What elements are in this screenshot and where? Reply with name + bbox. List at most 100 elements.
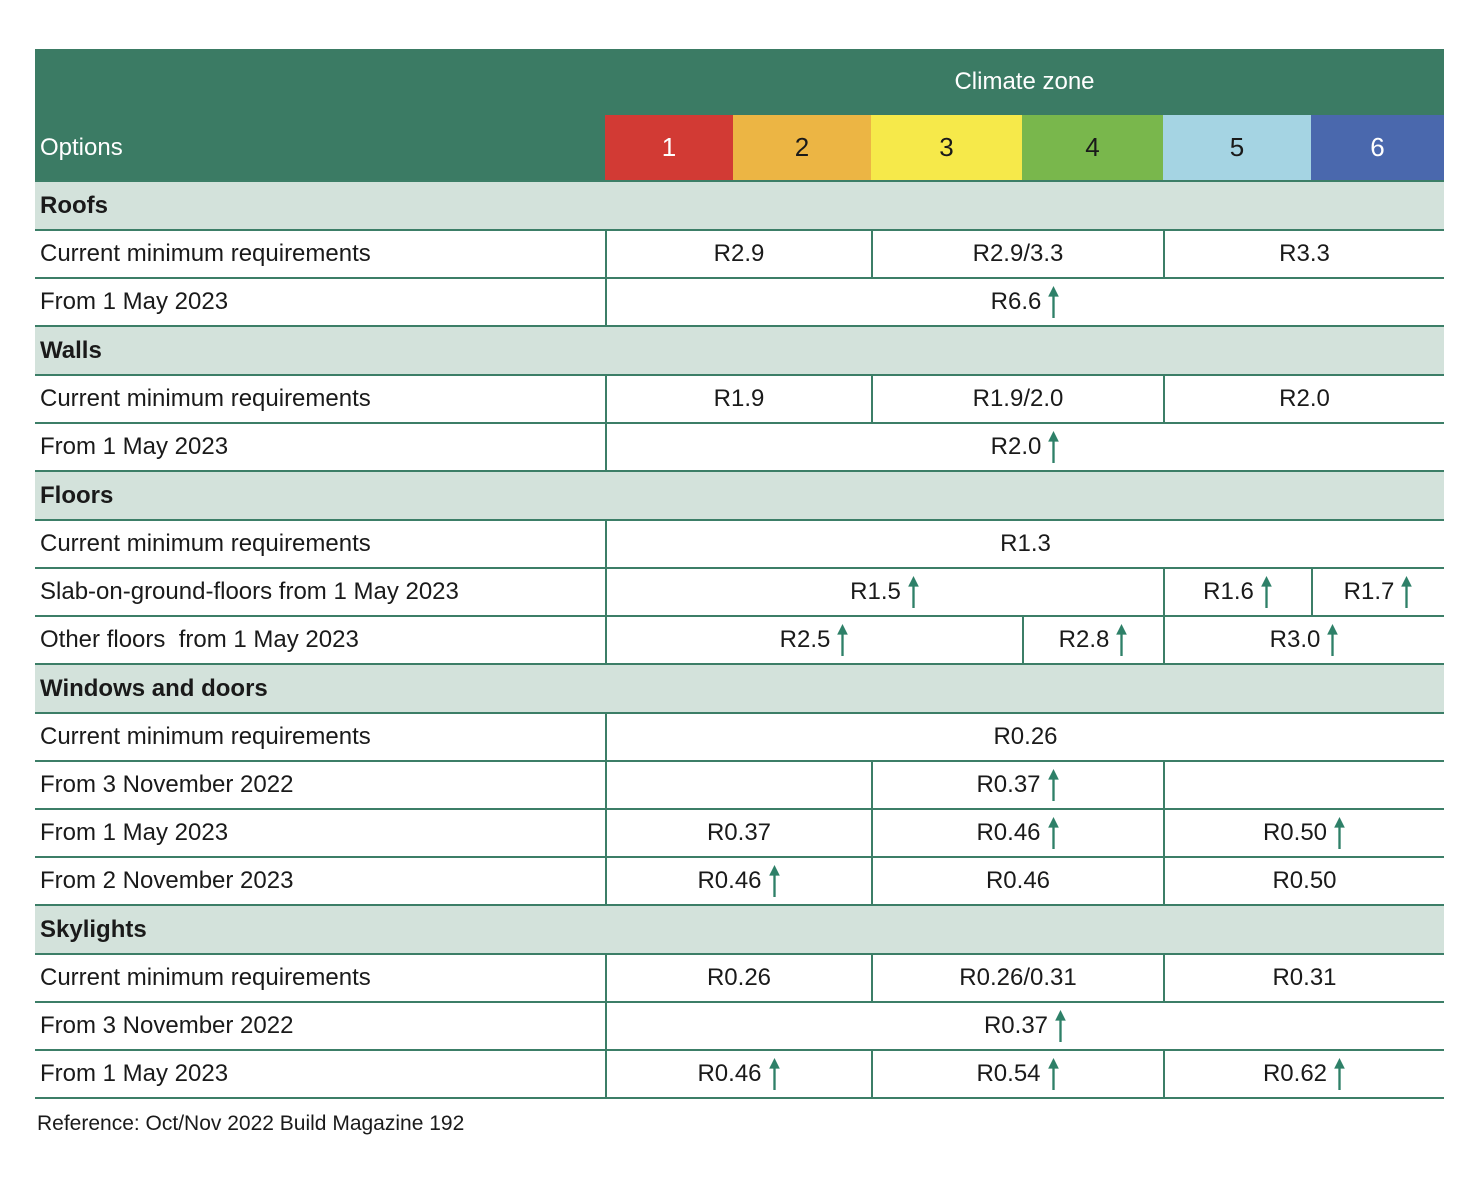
table-row: From 1 May 2023 R0.37 R0.46 R0.50 xyxy=(35,808,1444,856)
value-cell: R1.9 xyxy=(605,376,871,422)
r-value: R1.3 xyxy=(1000,530,1051,557)
r-value: R0.62 xyxy=(1262,1060,1328,1087)
r-value: R1.9 xyxy=(713,385,765,412)
r-value: R1.9/2.0 xyxy=(972,385,1064,412)
value-cell: R0.37 xyxy=(605,810,871,856)
increase-arrow-icon xyxy=(768,1058,780,1090)
value-cell: R3.0 xyxy=(1163,617,1444,663)
r-value: R2.5 xyxy=(779,626,831,653)
value-cell: R0.54 xyxy=(871,1051,1163,1097)
r-value: R6.6 xyxy=(990,288,1042,315)
r-value: R0.46 xyxy=(976,819,1041,846)
increase-arrow-icon xyxy=(837,624,849,656)
value-cell: R1.3 xyxy=(605,521,1444,567)
value-cell: R2.8 xyxy=(1022,617,1163,663)
value-cell: R0.46 xyxy=(605,858,871,904)
table-row: Current minimum requirements R1.3 xyxy=(35,519,1444,567)
section-header-walls: Walls xyxy=(35,325,1444,374)
table-row: Other floors from 1 May 2023 R2.5 R2.8 R3.0 xyxy=(35,615,1444,663)
value-cell: R0.50 xyxy=(1163,858,1444,904)
table-row: From 2 November 2023 R0.46 R0.46 R0.50 xyxy=(35,856,1444,904)
section-header-windows-and-doors: Windows and doors xyxy=(35,663,1444,712)
row-label: From 3 November 2022 xyxy=(40,1012,294,1039)
r-value: R2.9/3.3 xyxy=(972,240,1064,267)
section-title: Floors xyxy=(40,481,114,509)
r-value: R3.0 xyxy=(1269,626,1321,653)
value-cell: R0.46 xyxy=(605,1051,871,1097)
value-cell: R2.0 xyxy=(1163,376,1444,422)
increase-arrow-icon xyxy=(1116,624,1128,656)
row-label: From 1 May 2023 xyxy=(40,433,229,460)
reference-note: Reference: Oct/Nov 2022 Build Magazine 1… xyxy=(37,1112,465,1135)
increase-arrow-icon xyxy=(1047,817,1059,849)
row-label: Other floors from 1 May 2023 xyxy=(40,626,359,653)
value-cell: R1.6 xyxy=(1163,569,1311,615)
table-row: From 1 May 2023 R2.0 xyxy=(35,422,1444,470)
table-row: Current minimum requirements R1.9 R1.9/2.0… xyxy=(35,374,1444,422)
row-label: Current minimum requirements xyxy=(40,240,371,267)
climate-zone-5: 5 xyxy=(1163,115,1311,180)
table-row: Slab-on-ground-floors from 1 May 2023 R1.… xyxy=(35,567,1444,615)
table-row: From 1 May 2023 R0.46 R0.54 R0.62 xyxy=(35,1049,1444,1097)
r-value: R0.46 xyxy=(697,867,762,894)
increase-arrow-icon xyxy=(768,865,780,897)
r-value: R0.54 xyxy=(976,1060,1041,1087)
increase-arrow-icon xyxy=(1048,286,1060,318)
increase-arrow-icon xyxy=(1048,431,1060,463)
r-value: R0.31 xyxy=(1272,964,1337,991)
r-value: R2.0 xyxy=(990,433,1042,460)
value-cell: R1.9/2.0 xyxy=(871,376,1163,422)
value-cell xyxy=(1163,762,1444,808)
section-header-floors: Floors xyxy=(35,470,1444,519)
table-row: From 3 November 2022 R0.37 xyxy=(35,1001,1444,1049)
value-cell: R6.6 xyxy=(605,279,1444,325)
value-cell: R0.50 xyxy=(1163,810,1444,856)
r-value: R1.6 xyxy=(1203,578,1254,605)
row-label: From 1 May 2023 xyxy=(40,1060,229,1087)
table-row: Current minimum requirements R0.26 xyxy=(35,712,1444,760)
increase-arrow-icon xyxy=(1261,576,1272,608)
increase-arrow-icon xyxy=(1401,576,1413,608)
row-label: Slab-on-ground-floors from 1 May 2023 xyxy=(40,578,459,605)
value-cell: R1.7 xyxy=(1311,569,1444,615)
r-value: R2.9 xyxy=(713,240,765,267)
r-value: R0.37 xyxy=(983,1012,1049,1039)
table-row: Current minimum requirements R0.26 R0.26/0… xyxy=(35,953,1444,1001)
r-value: R0.26 xyxy=(706,964,772,991)
row-label: Current minimum requirements xyxy=(40,964,371,991)
climate-zone-header: Climate zone xyxy=(954,68,1095,95)
section-header-skylights: Skylights xyxy=(35,904,1444,953)
value-cell: R2.0 xyxy=(605,424,1444,470)
r-value: R0.37 xyxy=(706,819,772,846)
r-value: R0.50 xyxy=(1272,867,1337,894)
increase-arrow-icon xyxy=(1047,1058,1059,1090)
r-value: R1.5 xyxy=(850,578,901,605)
table-row: From 1 May 2023 R6.6 xyxy=(35,277,1444,325)
value-cell: R2.9/3.3 xyxy=(871,231,1163,277)
section-title: Skylights xyxy=(40,915,147,943)
r-value: R2.8 xyxy=(1058,626,1110,653)
r-value: R0.26/0.31 xyxy=(959,964,1077,991)
r-value: R0.50 xyxy=(1262,819,1328,846)
section-title: Walls xyxy=(40,336,102,364)
value-cell: R2.5 xyxy=(605,617,1022,663)
row-label: From 1 May 2023 xyxy=(40,288,229,315)
row-label: From 1 May 2023 xyxy=(40,819,229,846)
value-cell: R1.5 xyxy=(605,569,1163,615)
row-label: Current minimum requirements xyxy=(40,723,371,750)
r-value: R3.3 xyxy=(1279,240,1330,267)
climate-zone-4: 4 xyxy=(1022,115,1163,180)
increase-arrow-icon xyxy=(1055,1010,1066,1042)
value-cell xyxy=(605,762,871,808)
value-cell: R0.26/0.31 xyxy=(871,955,1163,1001)
increase-arrow-icon xyxy=(1334,817,1345,849)
r-value: R1.7 xyxy=(1343,578,1395,605)
section-header-roofs: Roofs xyxy=(35,180,1444,229)
r-value: R0.37 xyxy=(976,771,1041,798)
table-row: Current minimum requirements R2.9 R2.9/3.3… xyxy=(35,229,1444,277)
section-title: Roofs xyxy=(40,191,108,219)
